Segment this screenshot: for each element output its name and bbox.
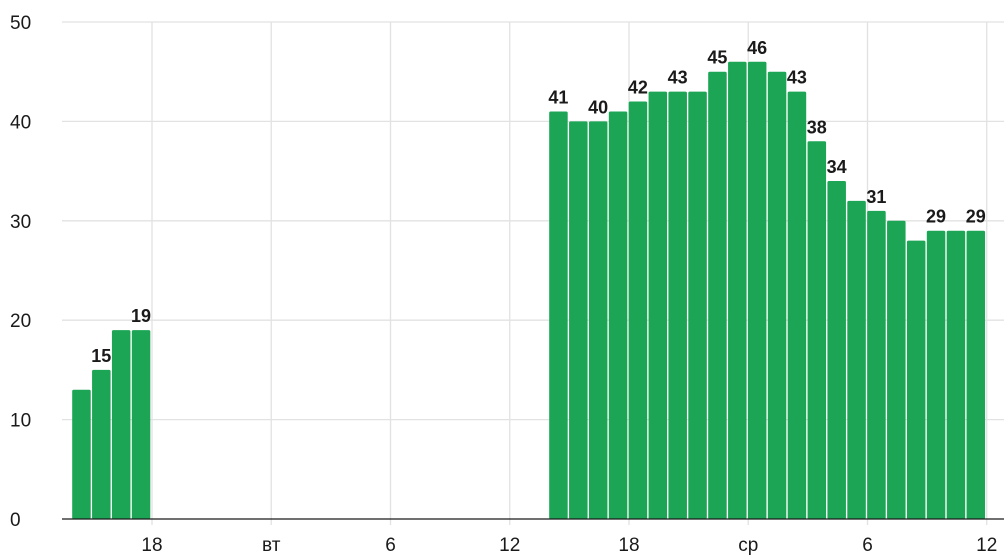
y-tick-label: 0 (10, 510, 21, 531)
bar (92, 369, 111, 519)
data-label: 43 (668, 68, 688, 88)
y-tick-label: 40 (10, 112, 31, 133)
y-tick-label: 10 (10, 411, 31, 432)
data-label: 45 (707, 48, 727, 68)
x-tick-label: 12 (976, 535, 997, 555)
bar (648, 91, 668, 519)
bar (966, 230, 986, 520)
bar (728, 61, 747, 519)
data-label: 46 (747, 38, 767, 58)
x-tick-label: 6 (862, 535, 873, 555)
bar-layer (72, 61, 986, 520)
data-label: 31 (866, 187, 886, 207)
y-tick-label: 20 (10, 311, 31, 332)
data-label: 40 (588, 97, 608, 117)
bar (131, 330, 151, 519)
bar (787, 91, 807, 519)
bar (608, 111, 628, 520)
bar (887, 220, 906, 520)
bar (926, 230, 946, 520)
bar (708, 71, 727, 519)
bar (628, 101, 648, 520)
data-label: 29 (966, 207, 986, 227)
data-label: 41 (548, 87, 568, 107)
data-label: 29 (926, 207, 946, 227)
bar (569, 121, 588, 520)
x-tick-label: 12 (499, 535, 520, 555)
data-label: 34 (827, 157, 847, 177)
data-label: 42 (628, 78, 648, 98)
data-label: 43 (787, 68, 807, 88)
bar (549, 111, 568, 520)
y-tick-label: 30 (10, 212, 31, 233)
x-tick-label: 6 (385, 535, 396, 555)
bar (747, 61, 767, 519)
x-tick-label: вт (262, 535, 281, 555)
y-tick-label: 50 (10, 13, 31, 34)
bar (668, 91, 687, 519)
bar (588, 121, 608, 520)
x-tick-label: ср (738, 535, 758, 555)
bar (946, 230, 966, 520)
bar (72, 389, 91, 519)
x-tick-label: 18 (618, 535, 639, 555)
data-label: 19 (131, 306, 151, 326)
data-label: 15 (91, 346, 111, 366)
bar (807, 141, 827, 519)
axis-layer: 0 10 20 30 40 50 18 вт 6 12 18 ср 6 12 (10, 13, 1004, 555)
bar (111, 330, 131, 519)
data-label: 38 (807, 117, 827, 137)
bar (827, 181, 846, 520)
bar (867, 210, 886, 520)
bar (906, 240, 926, 519)
bar (688, 91, 707, 519)
x-tick-label: 18 (141, 535, 162, 555)
bar (767, 71, 787, 519)
bar (847, 200, 866, 520)
